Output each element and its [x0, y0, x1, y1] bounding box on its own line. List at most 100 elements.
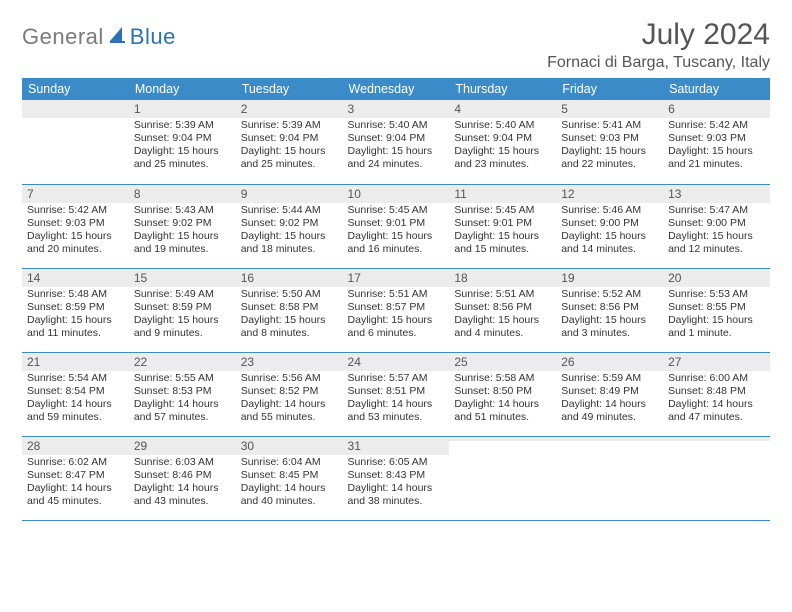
sunset-text: Sunset: 9:00 PM — [561, 217, 658, 230]
brand-part2: Blue — [130, 24, 176, 50]
sunrise-text: Sunrise: 5:39 AM — [241, 119, 338, 132]
day-number: 30 — [236, 437, 343, 455]
sunset-text: Sunset: 8:51 PM — [348, 385, 445, 398]
sunset-text: Sunset: 9:01 PM — [454, 217, 551, 230]
calendar-cell: 18Sunrise: 5:51 AMSunset: 8:56 PMDayligh… — [449, 268, 556, 352]
day-info: Sunrise: 6:05 AMSunset: 8:43 PMDaylight:… — [348, 456, 445, 509]
sunset-text: Sunset: 8:50 PM — [454, 385, 551, 398]
sunrise-text: Sunrise: 5:40 AM — [454, 119, 551, 132]
sunrise-text: Sunrise: 5:53 AM — [668, 288, 765, 301]
calendar-cell: 27Sunrise: 6:00 AMSunset: 8:48 PMDayligh… — [663, 352, 770, 436]
calendar-cell: 5Sunrise: 5:41 AMSunset: 9:03 PMDaylight… — [556, 100, 663, 184]
header: General Blue July 2024 Fornaci di Barga,… — [22, 18, 770, 72]
day-info: Sunrise: 5:39 AMSunset: 9:04 PMDaylight:… — [241, 119, 338, 172]
day-info: Sunrise: 5:45 AMSunset: 9:01 PMDaylight:… — [348, 204, 445, 257]
day-number: 26 — [556, 353, 663, 371]
day-number: 28 — [22, 437, 129, 455]
day-info: Sunrise: 6:00 AMSunset: 8:48 PMDaylight:… — [668, 372, 765, 425]
sunset-text: Sunset: 8:59 PM — [27, 301, 124, 314]
sunrise-text: Sunrise: 6:03 AM — [134, 456, 231, 469]
sunrise-text: Sunrise: 5:59 AM — [561, 372, 658, 385]
daylight-text: Daylight: 15 hours and 14 minutes. — [561, 230, 658, 256]
sunset-text: Sunset: 8:58 PM — [241, 301, 338, 314]
sunrise-text: Sunrise: 5:58 AM — [454, 372, 551, 385]
sunrise-text: Sunrise: 5:49 AM — [134, 288, 231, 301]
sunrise-text: Sunrise: 5:44 AM — [241, 204, 338, 217]
sunrise-text: Sunrise: 5:45 AM — [348, 204, 445, 217]
day-info: Sunrise: 5:52 AMSunset: 8:56 PMDaylight:… — [561, 288, 658, 341]
daylight-text: Daylight: 15 hours and 16 minutes. — [348, 230, 445, 256]
day-number — [22, 100, 129, 118]
page-title: July 2024 — [547, 18, 770, 52]
daylight-text: Daylight: 14 hours and 55 minutes. — [241, 398, 338, 424]
day-number: 22 — [129, 353, 236, 371]
sunrise-text: Sunrise: 5:55 AM — [134, 372, 231, 385]
daylight-text: Daylight: 14 hours and 49 minutes. — [561, 398, 658, 424]
daylight-text: Daylight: 14 hours and 59 minutes. — [27, 398, 124, 424]
sunset-text: Sunset: 8:53 PM — [134, 385, 231, 398]
daylight-text: Daylight: 15 hours and 23 minutes. — [454, 145, 551, 171]
day-info: Sunrise: 5:40 AMSunset: 9:04 PMDaylight:… — [454, 119, 551, 172]
sunset-text: Sunset: 8:43 PM — [348, 469, 445, 482]
day-number: 7 — [22, 185, 129, 203]
day-number — [663, 437, 770, 441]
day-number: 6 — [663, 100, 770, 118]
daylight-text: Daylight: 15 hours and 25 minutes. — [134, 145, 231, 171]
day-info: Sunrise: 5:42 AMSunset: 9:03 PMDaylight:… — [668, 119, 765, 172]
calendar-cell: 21Sunrise: 5:54 AMSunset: 8:54 PMDayligh… — [22, 352, 129, 436]
calendar-cell: 12Sunrise: 5:46 AMSunset: 9:00 PMDayligh… — [556, 184, 663, 268]
sunset-text: Sunset: 9:03 PM — [668, 132, 765, 145]
sunrise-text: Sunrise: 6:00 AM — [668, 372, 765, 385]
calendar-cell: 7Sunrise: 5:42 AMSunset: 9:03 PMDaylight… — [22, 184, 129, 268]
calendar-cell: 30Sunrise: 6:04 AMSunset: 8:45 PMDayligh… — [236, 436, 343, 520]
sunrise-text: Sunrise: 5:47 AM — [668, 204, 765, 217]
day-info: Sunrise: 5:57 AMSunset: 8:51 PMDaylight:… — [348, 372, 445, 425]
sunrise-text: Sunrise: 5:52 AM — [561, 288, 658, 301]
sunset-text: Sunset: 8:48 PM — [668, 385, 765, 398]
day-number: 31 — [343, 437, 450, 455]
sunrise-text: Sunrise: 5:42 AM — [668, 119, 765, 132]
day-info: Sunrise: 5:45 AMSunset: 9:01 PMDaylight:… — [454, 204, 551, 257]
calendar-cell: 11Sunrise: 5:45 AMSunset: 9:01 PMDayligh… — [449, 184, 556, 268]
calendar-cell: 15Sunrise: 5:49 AMSunset: 8:59 PMDayligh… — [129, 268, 236, 352]
day-number: 11 — [449, 185, 556, 203]
sunset-text: Sunset: 8:56 PM — [561, 301, 658, 314]
sunset-text: Sunset: 8:59 PM — [134, 301, 231, 314]
calendar-cell: 25Sunrise: 5:58 AMSunset: 8:50 PMDayligh… — [449, 352, 556, 436]
day-number — [449, 437, 556, 441]
calendar-cell: 31Sunrise: 6:05 AMSunset: 8:43 PMDayligh… — [343, 436, 450, 520]
day-info: Sunrise: 6:03 AMSunset: 8:46 PMDaylight:… — [134, 456, 231, 509]
day-number: 1 — [129, 100, 236, 118]
day-number: 16 — [236, 269, 343, 287]
calendar-cell: 16Sunrise: 5:50 AMSunset: 8:58 PMDayligh… — [236, 268, 343, 352]
sunrise-text: Sunrise: 6:02 AM — [27, 456, 124, 469]
sunset-text: Sunset: 8:46 PM — [134, 469, 231, 482]
daylight-text: Daylight: 15 hours and 8 minutes. — [241, 314, 338, 340]
daylight-text: Daylight: 15 hours and 19 minutes. — [134, 230, 231, 256]
daylight-text: Daylight: 15 hours and 12 minutes. — [668, 230, 765, 256]
day-info: Sunrise: 6:02 AMSunset: 8:47 PMDaylight:… — [27, 456, 124, 509]
daylight-text: Daylight: 15 hours and 9 minutes. — [134, 314, 231, 340]
day-info: Sunrise: 5:39 AMSunset: 9:04 PMDaylight:… — [134, 119, 231, 172]
sunrise-text: Sunrise: 5:50 AM — [241, 288, 338, 301]
calendar-cell: 1Sunrise: 5:39 AMSunset: 9:04 PMDaylight… — [129, 100, 236, 184]
sunrise-text: Sunrise: 6:05 AM — [348, 456, 445, 469]
calendar-row: 1Sunrise: 5:39 AMSunset: 9:04 PMDaylight… — [22, 100, 770, 184]
sunrise-text: Sunrise: 5:43 AM — [134, 204, 231, 217]
daylight-text: Daylight: 15 hours and 24 minutes. — [348, 145, 445, 171]
calendar-cell: 17Sunrise: 5:51 AMSunset: 8:57 PMDayligh… — [343, 268, 450, 352]
day-number: 13 — [663, 185, 770, 203]
calendar-cell: 29Sunrise: 6:03 AMSunset: 8:46 PMDayligh… — [129, 436, 236, 520]
sunset-text: Sunset: 9:04 PM — [348, 132, 445, 145]
daylight-text: Daylight: 15 hours and 18 minutes. — [241, 230, 338, 256]
calendar-cell: 24Sunrise: 5:57 AMSunset: 8:51 PMDayligh… — [343, 352, 450, 436]
calendar-cell: 4Sunrise: 5:40 AMSunset: 9:04 PMDaylight… — [449, 100, 556, 184]
sunrise-text: Sunrise: 6:04 AM — [241, 456, 338, 469]
daylight-text: Daylight: 15 hours and 22 minutes. — [561, 145, 658, 171]
day-number: 17 — [343, 269, 450, 287]
day-header: Tuesday — [236, 78, 343, 100]
calendar-cell: 20Sunrise: 5:53 AMSunset: 8:55 PMDayligh… — [663, 268, 770, 352]
calendar-row: 21Sunrise: 5:54 AMSunset: 8:54 PMDayligh… — [22, 352, 770, 436]
day-header: Thursday — [449, 78, 556, 100]
sunset-text: Sunset: 8:47 PM — [27, 469, 124, 482]
